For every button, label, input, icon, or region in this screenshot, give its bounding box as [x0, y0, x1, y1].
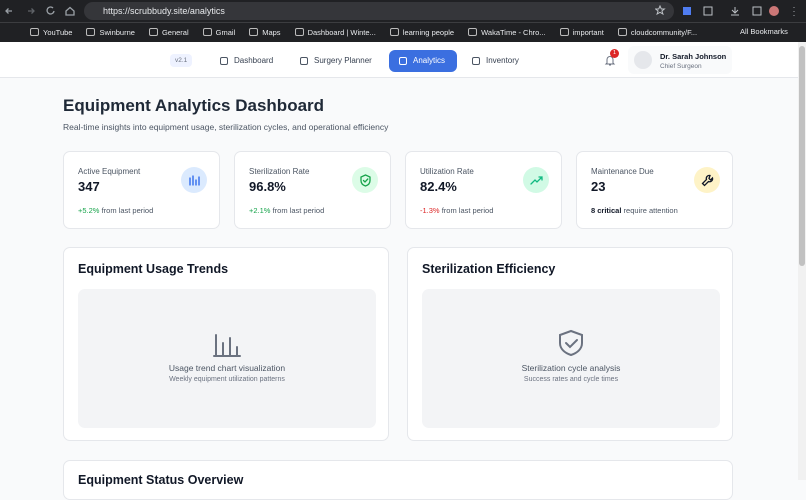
chart-placeholder: Sterilization cycle analysis Success rate… — [422, 289, 720, 428]
app: https://scrubbudy.site/analytics YouTube… — [0, 0, 806, 480]
nav-item[interactable]: Inventory — [462, 50, 532, 72]
stat-card: Utilization Rate 82.4% -1.3% from last per… — [405, 151, 562, 229]
chart-panel: Sterilization Efficiency Sterilization cy… — [407, 247, 733, 441]
placeholder-caption: Weekly equipment utilization patterns — [169, 376, 285, 383]
icon-glyph — [529, 175, 543, 185]
app-nav: v2.1 Dashboard Surgery Planner Analytics In… — [0, 42, 798, 78]
user-role: Chief Surgeon — [660, 63, 702, 70]
icon-glyph — [559, 329, 583, 357]
user-menu[interactable]: Dr. Sarah Johnson Chief Surgeon — [628, 46, 732, 74]
bookmark[interactable]: Maps — [249, 28, 280, 37]
stat-icon — [181, 167, 207, 193]
placeholder-caption: Success rates and cycle times — [523, 376, 619, 383]
placeholder-icon — [557, 329, 585, 357]
nav-item[interactable]: Surgery Planner — [290, 50, 382, 72]
bookmark[interactable]: cloudcommunity/F... — [618, 28, 697, 37]
browser-toolbar: https://scrubbudy.site/analytics — [0, 0, 806, 22]
address-bar[interactable]: https://scrubbudy.site/analytics — [84, 2, 674, 20]
icon-glyph — [188, 174, 200, 186]
stat-icon — [352, 167, 378, 193]
icon-glyph — [213, 334, 241, 357]
nav-icon — [220, 57, 228, 65]
page-subtitle: Real-time insights into equipment usage,… — [63, 122, 389, 132]
nav-icon — [300, 57, 308, 65]
page: Equipment Analytics {"browser": {"url": … — [0, 0, 806, 480]
placeholder-icon — [213, 329, 241, 357]
change-note: from last period — [272, 206, 325, 215]
stat-change: 8 critical require attention — [591, 206, 678, 215]
bookmark[interactable]: General — [149, 28, 189, 37]
scrollbar[interactable] — [798, 42, 806, 480]
panel-title: Sterilization Efficiency — [422, 262, 556, 276]
icon-glyph — [701, 174, 713, 186]
bookmark[interactable]: YouTube — [30, 28, 72, 37]
page-title: Equipment Analytics Dashboard — [63, 96, 325, 115]
toolbar-icons — [655, 5, 795, 16]
stat-change: +5.2% from last period — [78, 206, 153, 215]
stat-icon — [523, 167, 549, 193]
stat-change: -1.3% from last period — [420, 206, 493, 215]
chart-placeholder: Usage trend chart visualization Weekly eq… — [78, 289, 376, 428]
stat-icon — [694, 167, 720, 193]
change-value: 8 critical — [591, 206, 622, 215]
stat-card: Sterilization Rate 96.8% +2.1% from last p… — [234, 151, 391, 229]
stat-value: 82.4% — [420, 179, 457, 194]
bookmark[interactable]: WakaTime - Chro... — [468, 28, 545, 37]
nav-item[interactable]: Dashboard — [210, 50, 282, 72]
change-value: +5.2% — [78, 206, 100, 215]
stat-label: Maintenance Due — [591, 167, 654, 176]
nav-buttons[interactable] — [4, 5, 76, 17]
stat-value: 96.8% — [249, 179, 286, 194]
section-title: Equipment Status Overview — [78, 473, 244, 487]
stat-label: Sterilization Rate — [249, 167, 310, 176]
version-badge: v2.1 — [170, 54, 193, 67]
status-card: Equipment Status Overview — [63, 460, 733, 500]
nav-icon — [472, 57, 480, 65]
stat-value: 347 — [78, 179, 100, 194]
stat-card: Active Equipment 347 +5.2% from last perio… — [63, 151, 220, 229]
change-value: +2.1% — [249, 206, 271, 215]
stat-value: 23 — [591, 179, 606, 194]
change-note: from last period — [441, 206, 494, 215]
avatar — [634, 51, 652, 69]
nav-icon — [399, 57, 407, 65]
user-name: Dr. Sarah Johnson — [660, 52, 727, 61]
bookmark[interactable]: Swinburne — [86, 28, 134, 37]
notification-badge: 1 — [610, 49, 619, 58]
scroll-thumb[interactable] — [799, 46, 805, 266]
bookmark[interactable]: learning people — [390, 28, 454, 37]
change-value: -1.3% — [420, 206, 440, 215]
panel-title: Equipment Usage Trends — [78, 262, 229, 276]
chart-panel: Equipment Usage Trends Usage trend chart … — [63, 247, 389, 441]
nav-item[interactable]: Analytics — [389, 50, 457, 72]
change-note: require attention — [623, 206, 678, 215]
all-bookmarks[interactable]: All Bookmarks — [740, 27, 788, 36]
bookmark[interactable]: Gmail — [203, 28, 236, 37]
stat-card: Maintenance Due 23 8 critical require atte… — [576, 151, 733, 229]
stat-change: +2.1% from last period — [249, 206, 324, 215]
bookmark[interactable]: important — [560, 28, 604, 37]
change-note: from last period — [101, 206, 154, 215]
placeholder-title: Usage trend chart visualization — [168, 363, 286, 373]
icon-glyph — [359, 173, 371, 187]
stat-label: Active Equipment — [78, 167, 141, 176]
bookmarks-bar: YouTube Swinburne General Gmail Maps Dashboar… — [0, 22, 806, 42]
stat-label: Utilization Rate — [420, 167, 474, 176]
placeholder-title: Sterilization cycle analysis — [521, 363, 621, 373]
bookmark[interactable]: Dashboard | Winte... — [295, 28, 376, 37]
